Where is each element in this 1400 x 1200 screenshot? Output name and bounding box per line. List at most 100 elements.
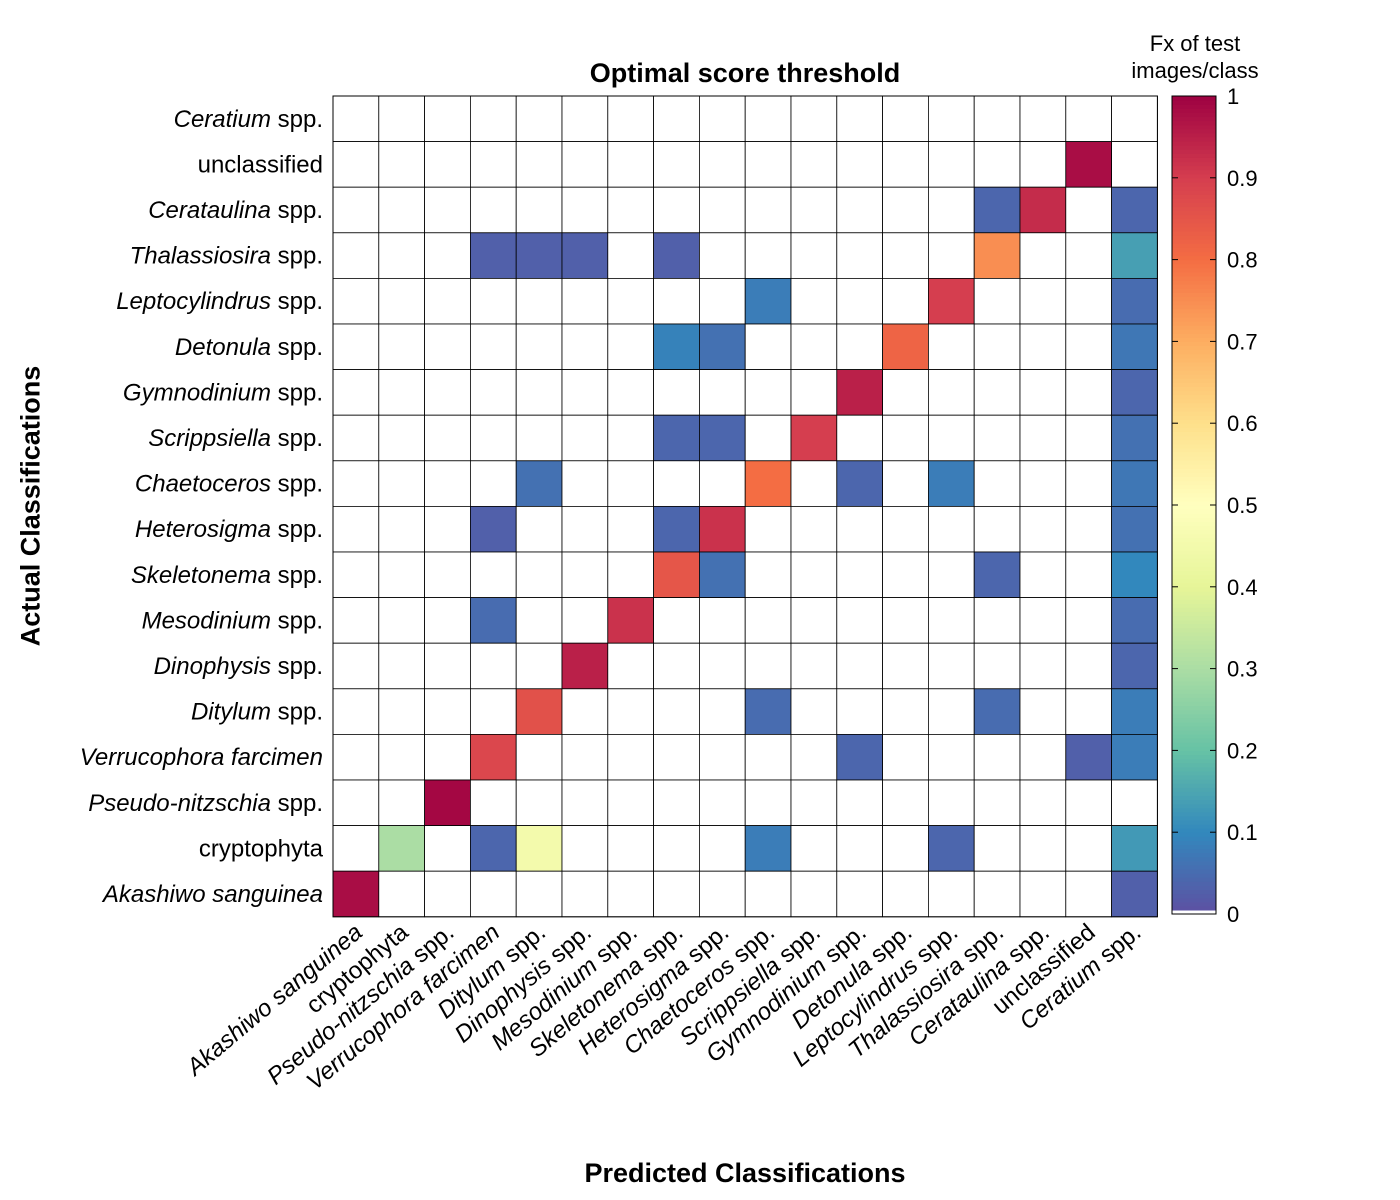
colorbar-segment [1172,349,1216,355]
heatmap-cell [469,186,517,234]
heatmap-cell [790,870,838,918]
y-tick-label: Heterosigma spp. [135,516,323,543]
colorbar-segment [1172,869,1216,874]
heatmap-cell [699,414,746,462]
heatmap-cell [561,870,609,918]
heatmap-cell [515,505,563,553]
colorbar-segment [1172,873,1216,878]
heatmap-cell [607,688,654,735]
colorbar-segment [1172,398,1216,404]
heatmap-cell [973,277,1021,325]
heatmap-cell [1019,870,1067,918]
heatmap-cell [1065,277,1113,325]
heatmap-cell [469,825,517,872]
heatmap-cell [378,277,425,325]
heatmap-cell [332,460,380,507]
heatmap-cell [699,688,746,735]
heatmap-cell [744,369,792,416]
colorbar-segment [1172,709,1216,715]
heatmap-cell [653,460,700,507]
heatmap-cell [1065,232,1113,279]
colorbar-segment [1172,635,1216,641]
heatmap-cell [378,734,425,781]
heatmap-cell [790,825,838,872]
heatmap-cell [882,551,929,598]
heatmap-cell [378,95,425,142]
heatmap-cell [836,323,883,370]
heatmap-cell [790,95,838,142]
heatmap-cell [973,95,1021,142]
colorbar-segment [1172,705,1216,711]
heatmap-cell [790,323,838,370]
x-axis-label: Predicted Classifications [584,1158,906,1188]
heatmap-cell [561,597,609,644]
heatmap-cell [515,460,563,507]
colorbar-segment [1172,562,1216,567]
colorbar-segment [1172,259,1216,265]
colorbar-segment [1172,513,1216,518]
heatmap-cell [515,551,563,598]
heatmap-cell [699,505,746,553]
y-tick-label-text: spp. [271,106,323,133]
heatmap-cell [699,232,746,279]
heatmap-cell [469,688,517,735]
heatmap-cell [424,323,471,370]
heatmap-cell [882,186,929,234]
heatmap-cell [928,369,975,416]
colorbar-segment [1172,570,1216,576]
heatmap-cell [928,734,975,781]
colorbar-segment [1172,169,1216,175]
heatmap-cell [332,779,380,826]
heatmap-cell [424,141,471,188]
heatmap-cell [378,779,425,826]
heatmap-cell [973,642,1021,690]
colorbar-tick-label: 0.7 [1227,329,1258,354]
heatmap-cell [1065,597,1113,644]
heatmap-cell [561,734,609,781]
colorbar-segment [1172,455,1216,461]
heatmap-cell [332,95,380,142]
colorbar-segment [1172,96,1216,101]
heatmap-cell [744,688,792,735]
colorbar-segment [1172,300,1216,306]
colorbar-segment [1172,648,1216,653]
y-tick-label-text: spp. [271,699,323,726]
heatmap-cell [928,551,975,598]
colorbar-segment [1172,341,1216,347]
heatmap-cell [928,779,975,826]
heatmap-cell [561,825,609,872]
heatmap-cell [699,734,746,781]
colorbar-segment [1172,361,1216,367]
colorbar-segment [1172,419,1216,424]
heatmap-cell [836,734,883,781]
y-tick-label: Dinophysis spp. [154,653,323,680]
heatmap-cell [332,414,380,462]
colorbar: 0 0.1 0.2 0.3 0.4 0.5 0.6 0.7 0.8 0.9 1 [1171,84,1258,927]
colorbar-segment [1172,333,1216,338]
colorbar-segment [1172,190,1216,195]
heatmap-cell [653,186,700,234]
colorbar-segment [1172,325,1216,330]
heatmap-cell [607,597,654,644]
colorbar-segment [1172,742,1216,747]
heatmap-cell [699,825,746,872]
heatmap-cell [378,186,425,234]
colorbar-segment [1172,623,1216,629]
heatmap-cell [424,277,471,325]
colorbar-segment [1172,697,1216,702]
heatmap-cell [744,551,792,598]
heatmap-cell [1111,414,1158,462]
colorbar-segment [1172,672,1216,678]
heatmap-cell [1019,277,1067,325]
colorbar-segment [1172,897,1216,903]
heatmap-cell [469,369,517,416]
colorbar-segment [1172,676,1216,682]
heatmap-cell [561,186,609,234]
heatmap-cell [332,597,380,644]
y-tick-label-italic: Akashiwo sanguinea [101,881,323,908]
colorbar-segment [1172,447,1216,453]
y-tick-label: Gymnodinium spp. [123,379,323,406]
heatmap-cell [515,232,563,279]
colorbar-label: Fx of test images/class [1110,30,1280,84]
heatmap-cell [928,870,975,918]
